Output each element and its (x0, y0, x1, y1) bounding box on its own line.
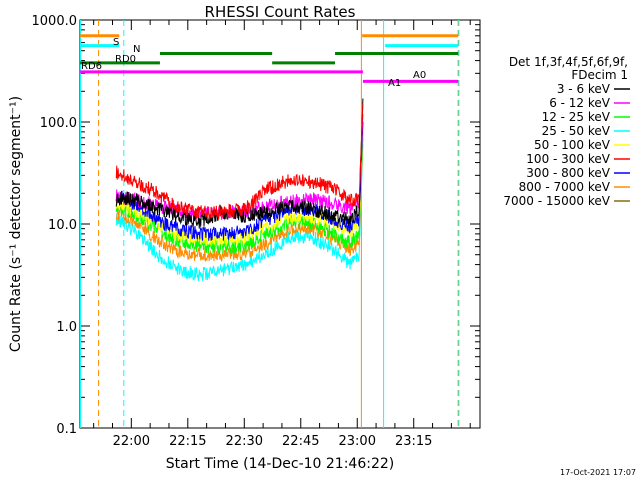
y-tick-label: 100.0 (40, 116, 77, 131)
legend-label: 6 - 12 keV (549, 96, 611, 110)
legend-label: 800 - 7000 keV (519, 180, 611, 194)
y-tick-label: 0.1 (56, 422, 77, 437)
state-bar-label: A0 (413, 70, 426, 81)
x-tick-label: 22:15 (169, 434, 206, 449)
legend: Det 1f,3f,4f,5f,6f,9f, FDecim 1 3 - 6 ke… (503, 55, 630, 208)
legend-header-line-2: FDecim 1 (571, 68, 628, 82)
y-axis-label: Count Rate (s⁻¹ detector segment⁻¹) (8, 96, 24, 352)
state-bar-label: S (113, 37, 119, 48)
state-bar-label: A1 (388, 78, 401, 89)
legend-label: 300 - 800 keV (526, 166, 610, 180)
y-tick-label: 1.0 (56, 320, 77, 335)
legend-header-line-1: Det 1f,3f,4f,5f,6f,9f, (509, 55, 628, 69)
y-tick-label: 10.0 (48, 218, 77, 233)
series-line-25-50keV (115, 144, 364, 282)
x-tick-label: 22:30 (226, 434, 263, 449)
legend-label: 100 - 300 keV (526, 152, 610, 166)
legend-label: 3 - 6 keV (557, 82, 611, 96)
series-line-300-800keV (115, 121, 364, 242)
chart-title: RHESSI Count Rates (205, 3, 356, 21)
y-axis: 0.1 1.0 10.0 100.0 1000.0 (32, 14, 480, 437)
x-axis-label: Start Time (14-Dec-10 21:46:22) (166, 456, 394, 472)
y-tick-label: 1000.0 (32, 14, 78, 29)
x-tick-label: 23:00 (339, 434, 376, 449)
legend-label: 12 - 25 keV (542, 110, 611, 124)
legend-label: 7000 - 15000 keV (503, 194, 610, 208)
state-bar-label: RD0 (115, 54, 136, 65)
state-bar-label: N (133, 44, 140, 55)
x-tick-label: 22:45 (282, 434, 319, 449)
x-tick-label: 22:00 (113, 434, 150, 449)
x-tick-label: 23:15 (395, 434, 432, 449)
series-line-100-300keV (115, 104, 364, 221)
legend-label: 25 - 50 keV (542, 124, 611, 138)
data-series (115, 98, 364, 282)
state-bar-label: RD6 (81, 61, 102, 72)
footer-date: 17-Oct-2021 17:07 (560, 468, 636, 477)
legend-label: 50 - 100 keV (534, 138, 611, 152)
x-axis: 22:00 22:15 22:30 22:45 23:00 23:15 (93, 20, 471, 449)
